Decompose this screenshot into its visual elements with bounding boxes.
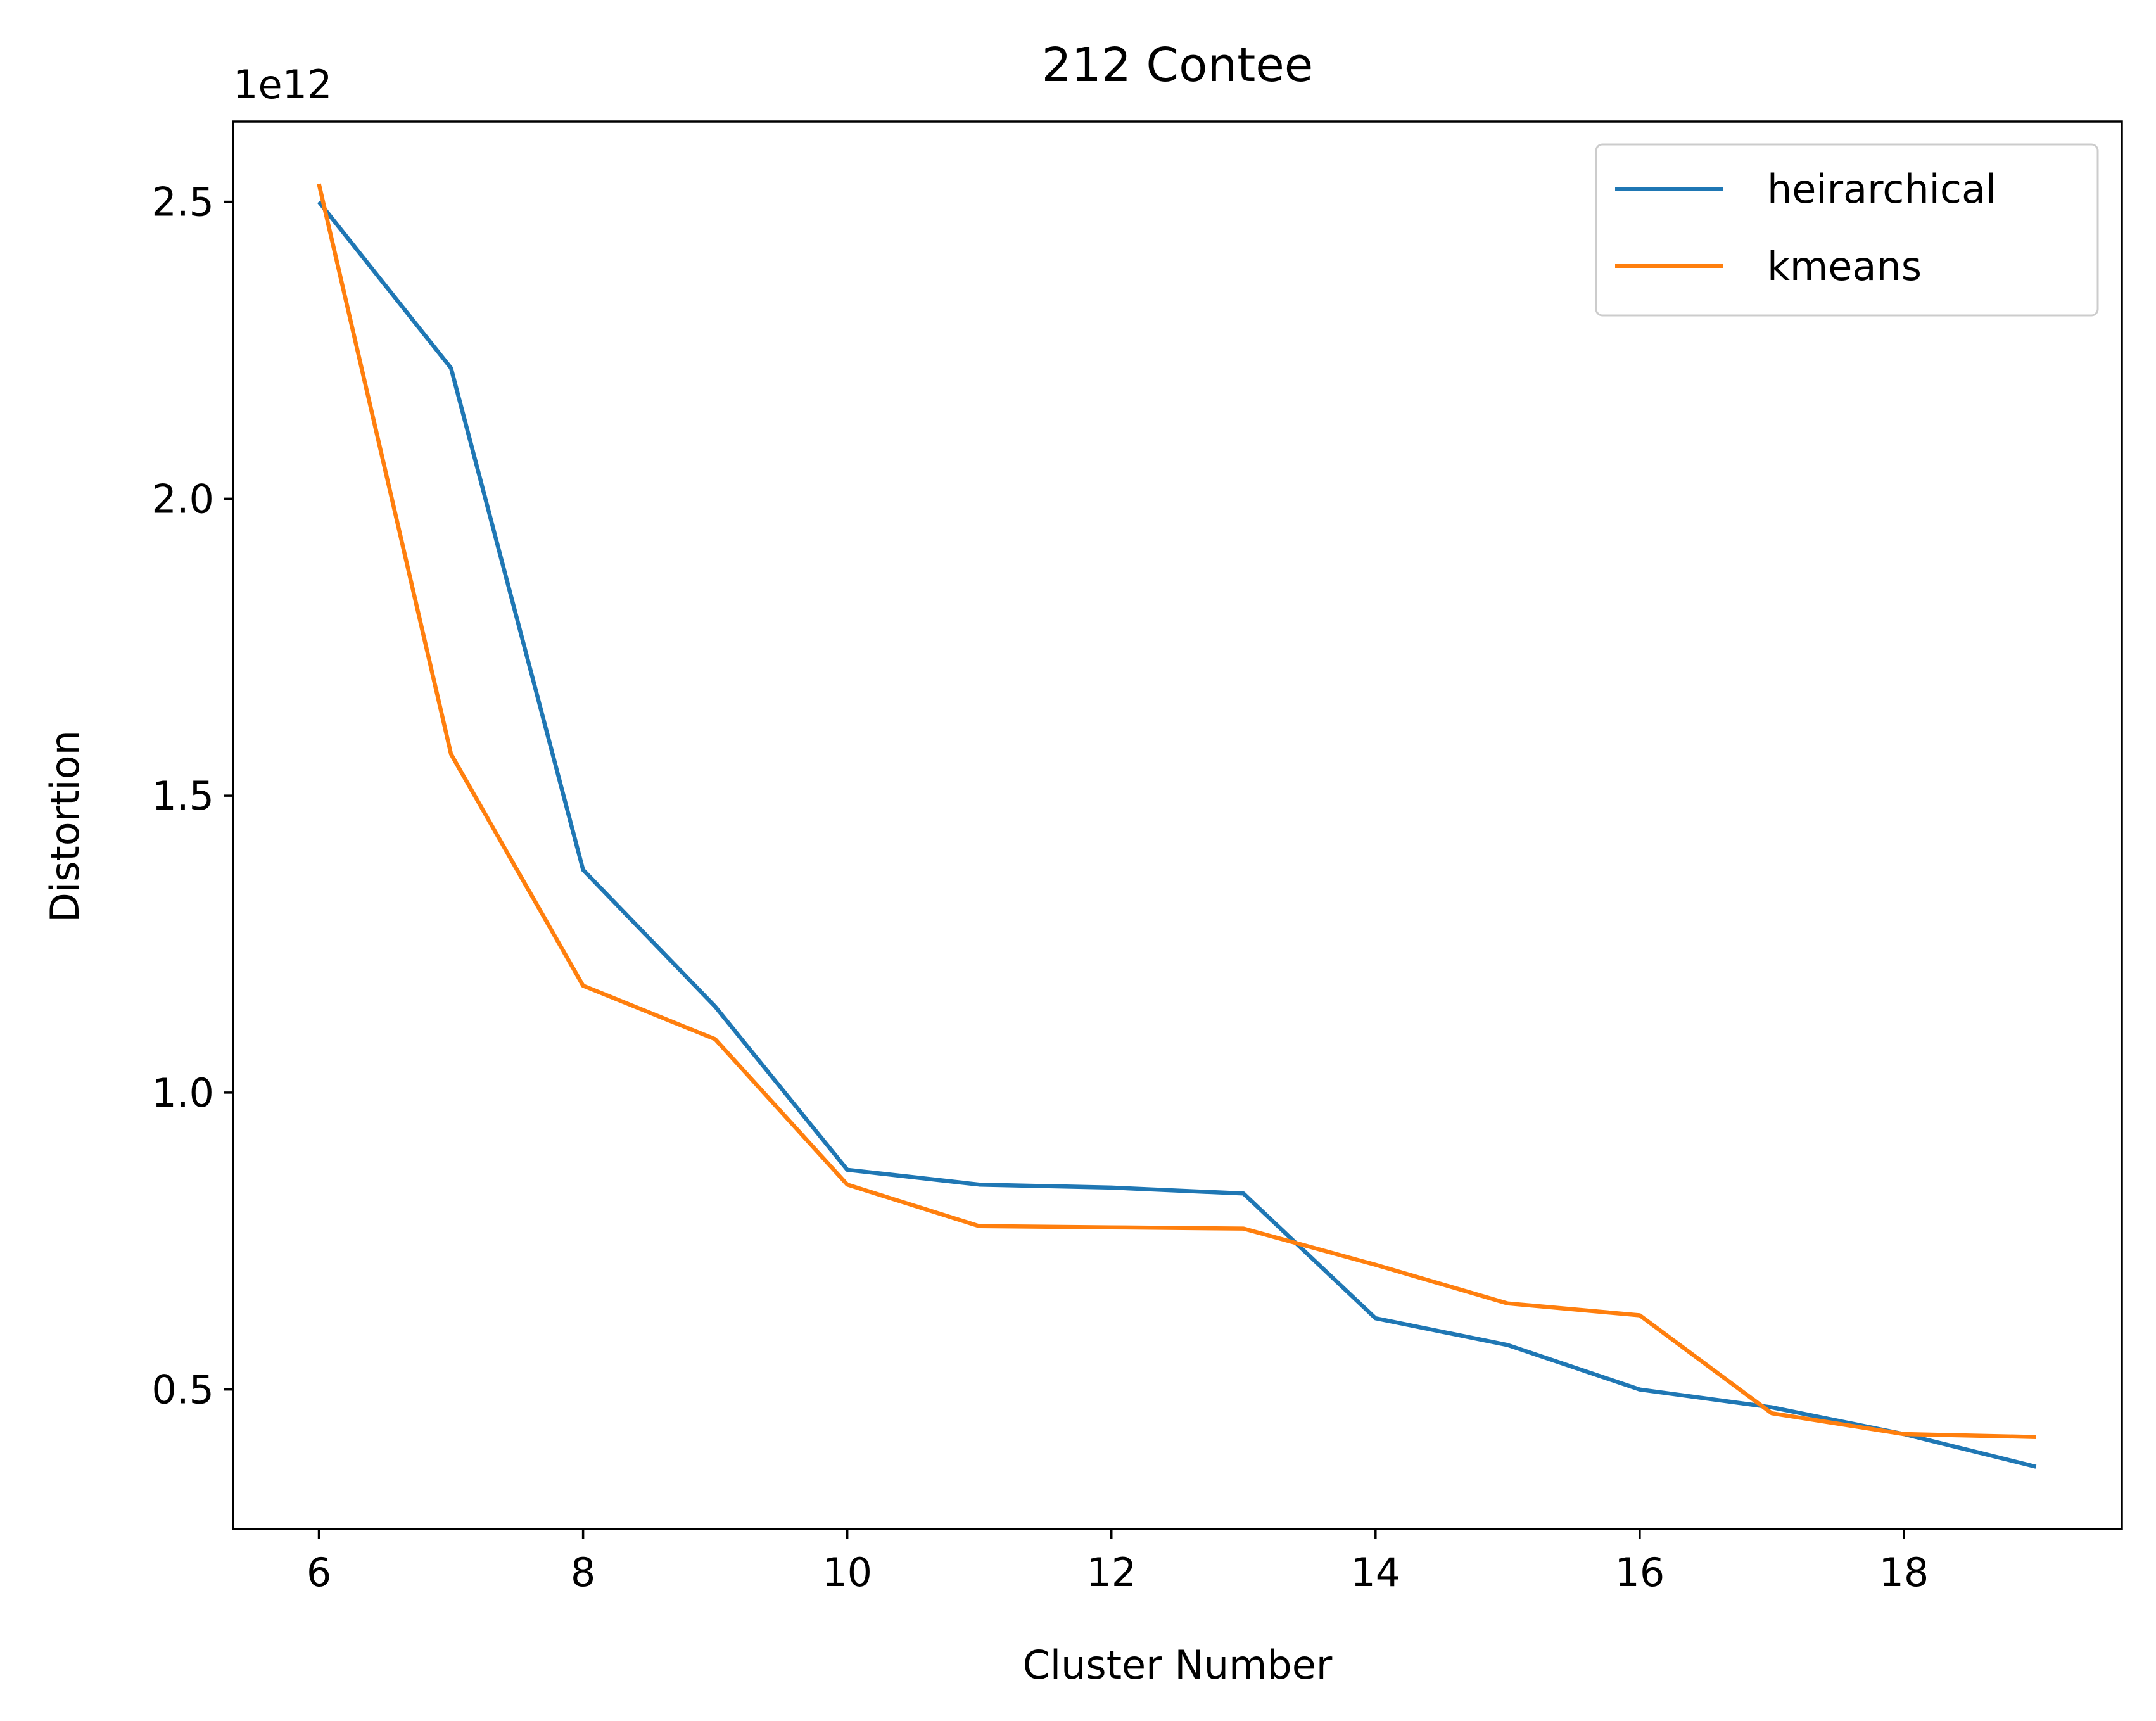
chart-title: 212 Contee xyxy=(1042,38,1314,92)
x-axis-label: Cluster Number xyxy=(1023,1642,1333,1688)
x-tick-label: 16 xyxy=(1614,1549,1665,1596)
legend-label-kmeans: kmeans xyxy=(1767,243,1922,289)
x-tick-label: 8 xyxy=(571,1549,595,1596)
y-tick-label: 2.0 xyxy=(151,476,214,522)
plot-frame xyxy=(232,120,2123,1530)
x-tick-label: 6 xyxy=(307,1549,331,1596)
x-axis-ticks: 6 8 10 12 14 16 18 xyxy=(307,1529,1929,1596)
x-tick-label: 10 xyxy=(822,1549,872,1596)
y-tick-label: 0.5 xyxy=(151,1367,214,1413)
y-tick-label: 1.0 xyxy=(151,1070,214,1116)
y-tick-label: 1.5 xyxy=(151,773,214,819)
legend: heirarchical kmeans xyxy=(1595,143,2099,317)
legend-label-heirarchical: heirarchical xyxy=(1767,166,1996,212)
y-axis-ticks: 0.5 1.0 1.5 2.0 2.5 xyxy=(151,179,233,1413)
y-offset-label: 1e12 xyxy=(233,61,332,108)
x-tick-label: 18 xyxy=(1879,1549,1929,1596)
series-line-kmeans xyxy=(317,183,2036,1439)
x-tick-label: 14 xyxy=(1350,1549,1400,1596)
x-tick-label: 12 xyxy=(1086,1549,1136,1596)
series-line-heirarchical xyxy=(317,200,2037,1469)
y-tick-label: 2.5 xyxy=(151,179,214,225)
y-axis-label: Distortion xyxy=(42,730,88,923)
series-lines xyxy=(317,183,2037,1469)
